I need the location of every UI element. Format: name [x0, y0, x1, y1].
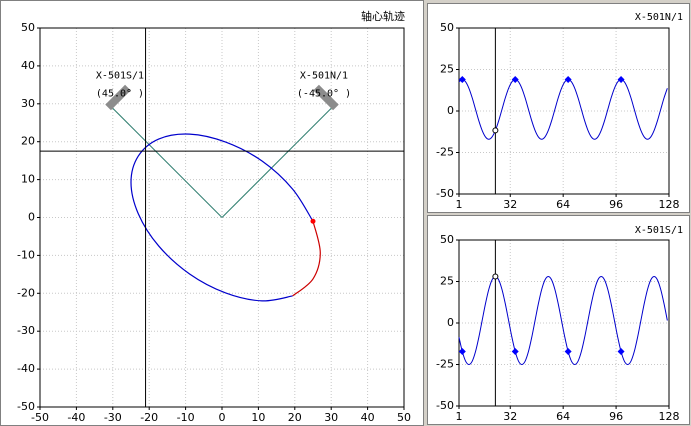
- y-tick-label: 20: [21, 135, 35, 148]
- key-marker: [617, 75, 625, 83]
- x-tick-label: 96: [609, 198, 623, 211]
- key-marker: [458, 75, 466, 83]
- y-tick-label: 25: [440, 275, 454, 288]
- x-tick-label: -40: [67, 411, 85, 424]
- y-tick-label: -50: [17, 400, 35, 413]
- orbit-trace: [292, 221, 321, 297]
- x-tick-label: -30: [104, 411, 122, 424]
- y-tick-label: 50: [440, 233, 454, 246]
- x-tick-label: 30: [324, 411, 338, 424]
- y-tick-label: -20: [17, 286, 35, 299]
- wave-panel-bottom: [427, 215, 690, 425]
- y-tick-label: -25: [436, 358, 454, 371]
- probe-angle: (-45.0° ): [297, 89, 351, 100]
- y-tick-label: -50: [436, 399, 454, 412]
- x-tick-label: 64: [556, 410, 570, 423]
- orbit-panel: [0, 0, 424, 426]
- y-tick-label: 50: [21, 21, 35, 34]
- key-marker: [564, 348, 572, 356]
- probe-line: [109, 105, 223, 218]
- x-tick-label: 96: [609, 410, 623, 423]
- x-tick-label: -50: [31, 411, 49, 424]
- key-marker: [458, 348, 466, 356]
- orbit-trace: [130, 133, 314, 302]
- y-tick-label: -30: [17, 324, 35, 337]
- x-tick-label: 20: [288, 411, 302, 424]
- probe-sensor: [105, 84, 131, 111]
- x-tick-label: 64: [556, 198, 570, 211]
- y-tick-label: 50: [440, 21, 454, 34]
- plot-frame: [458, 27, 670, 195]
- x-tick-label: 128: [659, 198, 680, 211]
- x-tick-label: -10: [177, 411, 195, 424]
- cursor-point: [492, 273, 499, 280]
- x-tick-label: 0: [219, 411, 226, 424]
- x-tick-label: 1: [456, 410, 463, 423]
- x-tick-label: 32: [503, 198, 517, 211]
- x-tick-label: -20: [140, 411, 158, 424]
- cursor-point: [492, 127, 499, 134]
- plot-frame: [458, 239, 670, 407]
- chart-title: 轴心轨迹: [361, 9, 405, 23]
- key-phasor: [310, 218, 316, 224]
- probe-line: [221, 105, 335, 218]
- y-tick-label: -40: [17, 362, 35, 375]
- wave-panel-top: [427, 3, 690, 213]
- plot-frame: [39, 27, 405, 408]
- x-tick-label: 128: [659, 410, 680, 423]
- probe-label: X-501S/1: [96, 71, 144, 82]
- x-tick-label: 1: [456, 198, 463, 211]
- probe-angle: (45.0° ): [96, 89, 144, 100]
- y-tick-label: 40: [21, 59, 35, 72]
- x-tick-label: 50: [397, 411, 411, 424]
- y-tick-label: -10: [17, 248, 35, 261]
- probe-label: X-501N/1: [300, 71, 348, 82]
- y-tick-label: 10: [21, 173, 35, 186]
- y-tick-label: 0: [447, 316, 454, 329]
- y-tick-label: 25: [440, 63, 454, 76]
- key-marker: [617, 348, 625, 356]
- y-tick-label: 30: [21, 97, 35, 110]
- chart-title: X-501S/1: [635, 225, 683, 236]
- x-tick-label: 32: [503, 410, 517, 423]
- key-marker: [511, 75, 519, 83]
- chart-title: X-501N/1: [635, 12, 683, 23]
- x-tick-label: 40: [361, 411, 375, 424]
- y-tick-label: 0: [447, 104, 454, 117]
- y-tick-label: -25: [436, 146, 454, 159]
- key-marker: [511, 348, 519, 356]
- y-tick-label: -50: [436, 187, 454, 200]
- waveform: [458, 78, 668, 140]
- probe-sensor: [313, 84, 339, 111]
- x-tick-label: 10: [251, 411, 265, 424]
- key-marker: [564, 75, 572, 83]
- y-tick-label: 0: [28, 211, 35, 224]
